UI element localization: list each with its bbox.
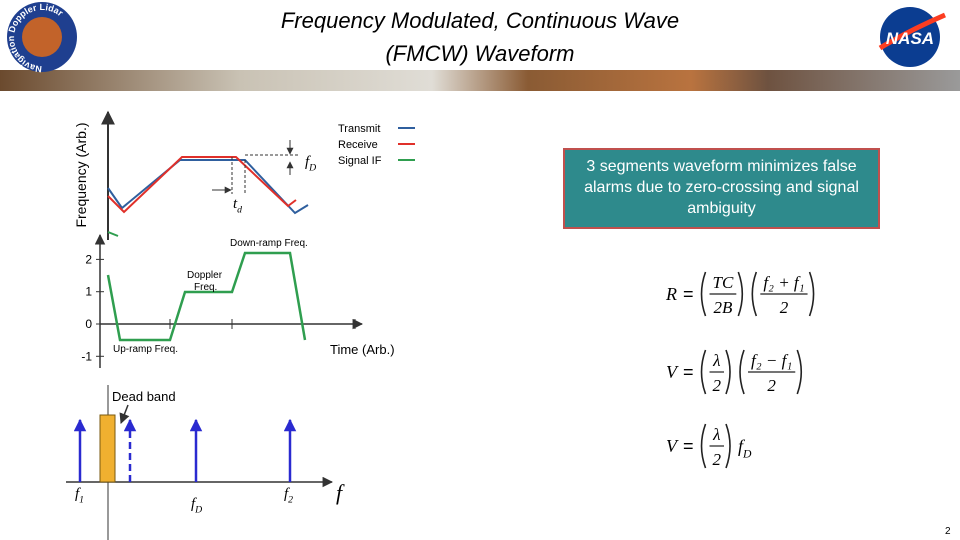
eq-symbol: = xyxy=(683,284,694,304)
eq-symbol: V xyxy=(666,362,679,382)
legend-label: Receive xyxy=(338,139,378,151)
parenthesis xyxy=(700,271,707,317)
title: Frequency Modulated, Continuous Wave xyxy=(281,8,679,33)
parenthesis xyxy=(725,423,731,469)
eq-numerator: f₂ + f₁ xyxy=(763,273,804,292)
y-tick-label: -1 xyxy=(81,349,92,363)
lower-plot: Time (Arb.) Down-ramp Freq. Up-ramp Freq… xyxy=(94,233,395,368)
annotation-line: Doppler xyxy=(187,270,223,281)
axis-label: f xyxy=(336,480,345,505)
legend-label: Signal IF xyxy=(338,155,382,167)
eq-symbol: R xyxy=(665,284,677,304)
x-axis-label: Time (Arb.) xyxy=(330,342,395,357)
annotation: Up-ramp Freq. xyxy=(113,344,178,355)
y-axis-label: Frequency (Arb.) xyxy=(73,122,89,227)
parenthesis xyxy=(737,271,744,317)
upper-plot: Frequency (Arb.) xyxy=(73,110,309,240)
arrow xyxy=(119,404,130,424)
symbol: t xyxy=(233,196,238,212)
parenthesis xyxy=(700,349,707,395)
symbol-subscript: 1 xyxy=(79,495,84,506)
parenthesis xyxy=(796,349,803,395)
symbol-subscript: d xyxy=(237,205,242,216)
eq-symbol: V xyxy=(666,436,679,456)
slide-number: 2 xyxy=(945,526,951,537)
transmit-line xyxy=(107,159,309,215)
annotation: Down-ramp Freq. xyxy=(230,238,308,249)
logo-right: NASA xyxy=(878,7,946,67)
parenthesis xyxy=(751,271,758,317)
eq-numerator: λ xyxy=(712,425,720,444)
label: Dead band xyxy=(112,389,176,404)
eq-denominator: 2 xyxy=(713,376,722,395)
if-line xyxy=(106,251,307,342)
if-line xyxy=(107,231,119,237)
symbol: f xyxy=(191,496,197,512)
symbol-subscript: 2 xyxy=(288,495,293,506)
y-tick-label: 1 xyxy=(85,285,92,299)
eq-numerator: TC xyxy=(713,273,734,292)
parenthesis xyxy=(808,271,815,317)
eq-numerator: λ xyxy=(712,351,720,370)
symbol: f xyxy=(738,436,746,456)
legend: Transmit Receive Signal IF xyxy=(338,123,415,167)
eq-denominator: 2 xyxy=(780,298,789,317)
parenthesis xyxy=(725,349,731,395)
y-tick-label: 0 xyxy=(85,317,92,331)
parenthesis xyxy=(739,349,745,395)
annotation-line: Freq. xyxy=(194,282,217,293)
eq-denominator: 2B xyxy=(713,298,733,317)
callout: 3 segments waveform minimizes false alar… xyxy=(563,148,880,229)
receive-line xyxy=(107,156,297,214)
annotation: Doppler Freq. xyxy=(187,270,223,293)
title: (FMCW) Waveform xyxy=(385,41,574,66)
symbol-subscript: D xyxy=(308,163,316,174)
annotation-lines xyxy=(231,154,300,194)
eq-denominator: 2 xyxy=(767,376,776,395)
symbol-subscript: D xyxy=(194,505,202,516)
logo-text: NASA xyxy=(886,29,934,48)
eq-symbol: = xyxy=(683,436,694,456)
symbol: f xyxy=(284,486,290,502)
eq-denominator: 2 xyxy=(713,450,722,469)
symbol: f xyxy=(75,486,81,502)
dead-band xyxy=(99,414,116,483)
header-banner xyxy=(0,70,960,91)
spectral-lines xyxy=(73,418,297,482)
symbol-subscript: D xyxy=(742,447,752,460)
parenthesis xyxy=(700,423,707,469)
y-tick-label: 2 xyxy=(85,252,92,266)
eq-symbol: = xyxy=(683,362,694,382)
spectrum: Dead band f xyxy=(66,385,345,540)
symbol: f xyxy=(305,154,311,170)
logo-left: Navigation Doppler Lidar xyxy=(6,2,77,74)
eq-numerator: f₂ − f₁ xyxy=(751,351,792,370)
legend-label: Transmit xyxy=(338,123,380,135)
